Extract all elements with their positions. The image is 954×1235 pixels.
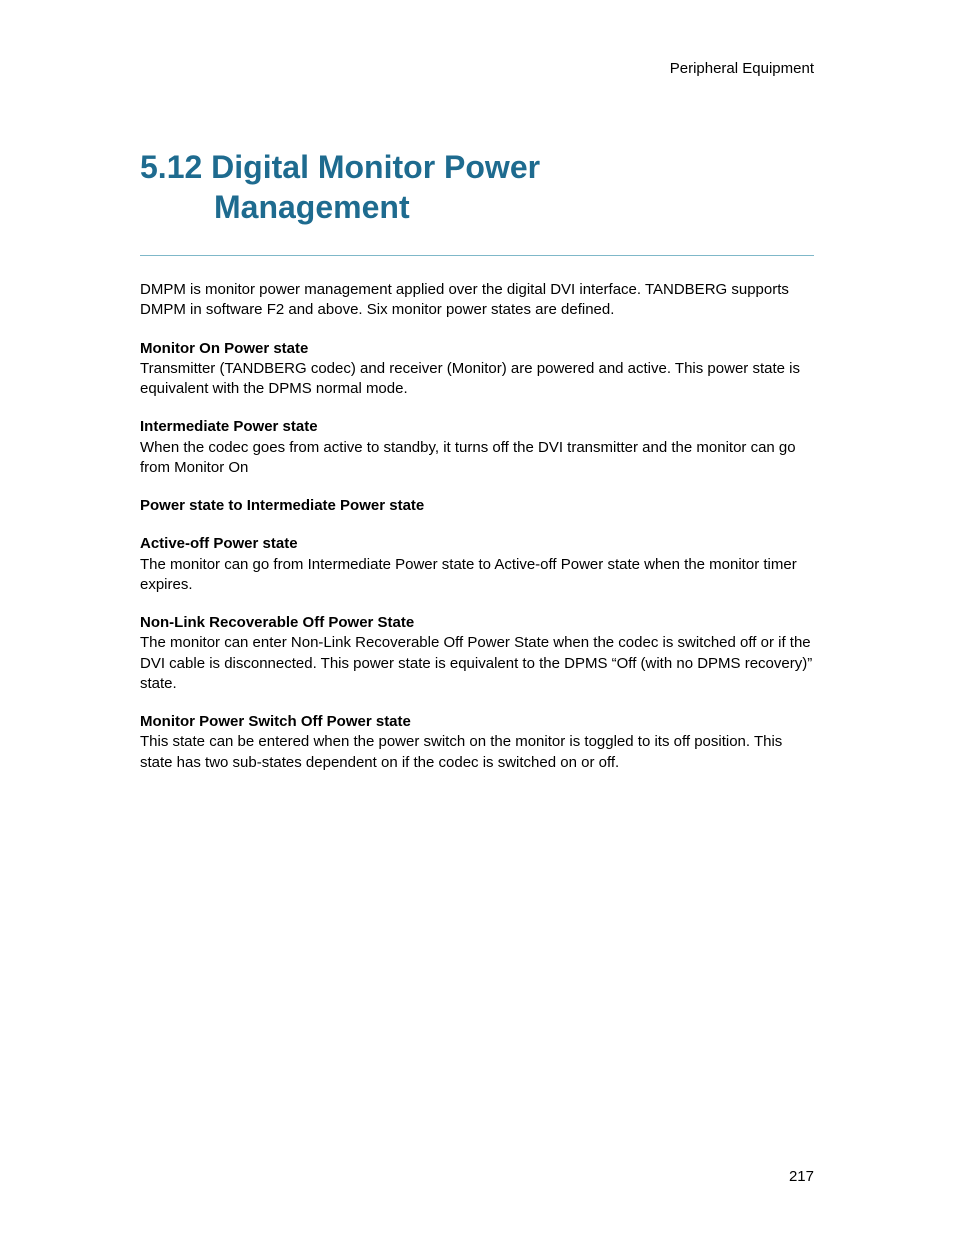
title-rule <box>140 255 814 256</box>
page-header: Peripheral Equipment <box>140 60 814 77</box>
title-line-2: Management <box>156 187 814 227</box>
section-heading: Power state to Intermediate Power state <box>140 496 814 516</box>
section-body: When the codec goes from active to stand… <box>140 439 796 476</box>
section-heading: Monitor On Power state <box>140 339 814 359</box>
section-paragraph: Active-off Power stateThe monitor can go… <box>140 534 814 595</box>
section-number: 5.12 <box>140 149 211 185</box>
page-number: 217 <box>789 1168 814 1185</box>
body-text: DMPM is monitor power management applied… <box>140 280 814 773</box>
section-paragraph: Intermediate Power stateWhen the codec g… <box>140 417 814 478</box>
document-page: Peripheral Equipment 5.12 Digital Monito… <box>0 0 954 1235</box>
section-heading: Non-Link Recoverable Off Power State <box>140 613 814 633</box>
sections-container: Monitor On Power stateTransmitter (TANDB… <box>140 339 814 773</box>
section-paragraph: Non-Link Recoverable Off Power StateThe … <box>140 613 814 694</box>
intro-paragraph: DMPM is monitor power management applied… <box>140 280 814 321</box>
section-body: This state can be entered when the power… <box>140 733 782 770</box>
section-body: Transmitter (TANDBERG codec) and receive… <box>140 360 800 397</box>
section-paragraph: Power state to Intermediate Power state <box>140 496 814 516</box>
section-title: 5.12 Digital Monitor Power Management <box>140 147 814 227</box>
section-body: The monitor can enter Non-Link Recoverab… <box>140 634 812 692</box>
section-heading: Intermediate Power state <box>140 417 814 437</box>
section-heading: Monitor Power Switch Off Power state <box>140 712 814 732</box>
section-paragraph: Monitor Power Switch Off Power stateThis… <box>140 712 814 773</box>
title-line-1: Digital Monitor Power <box>211 149 540 185</box>
section-paragraph: Monitor On Power stateTransmitter (TANDB… <box>140 339 814 400</box>
section-body: The monitor can go from Intermediate Pow… <box>140 556 797 593</box>
section-heading: Active-off Power state <box>140 534 814 554</box>
